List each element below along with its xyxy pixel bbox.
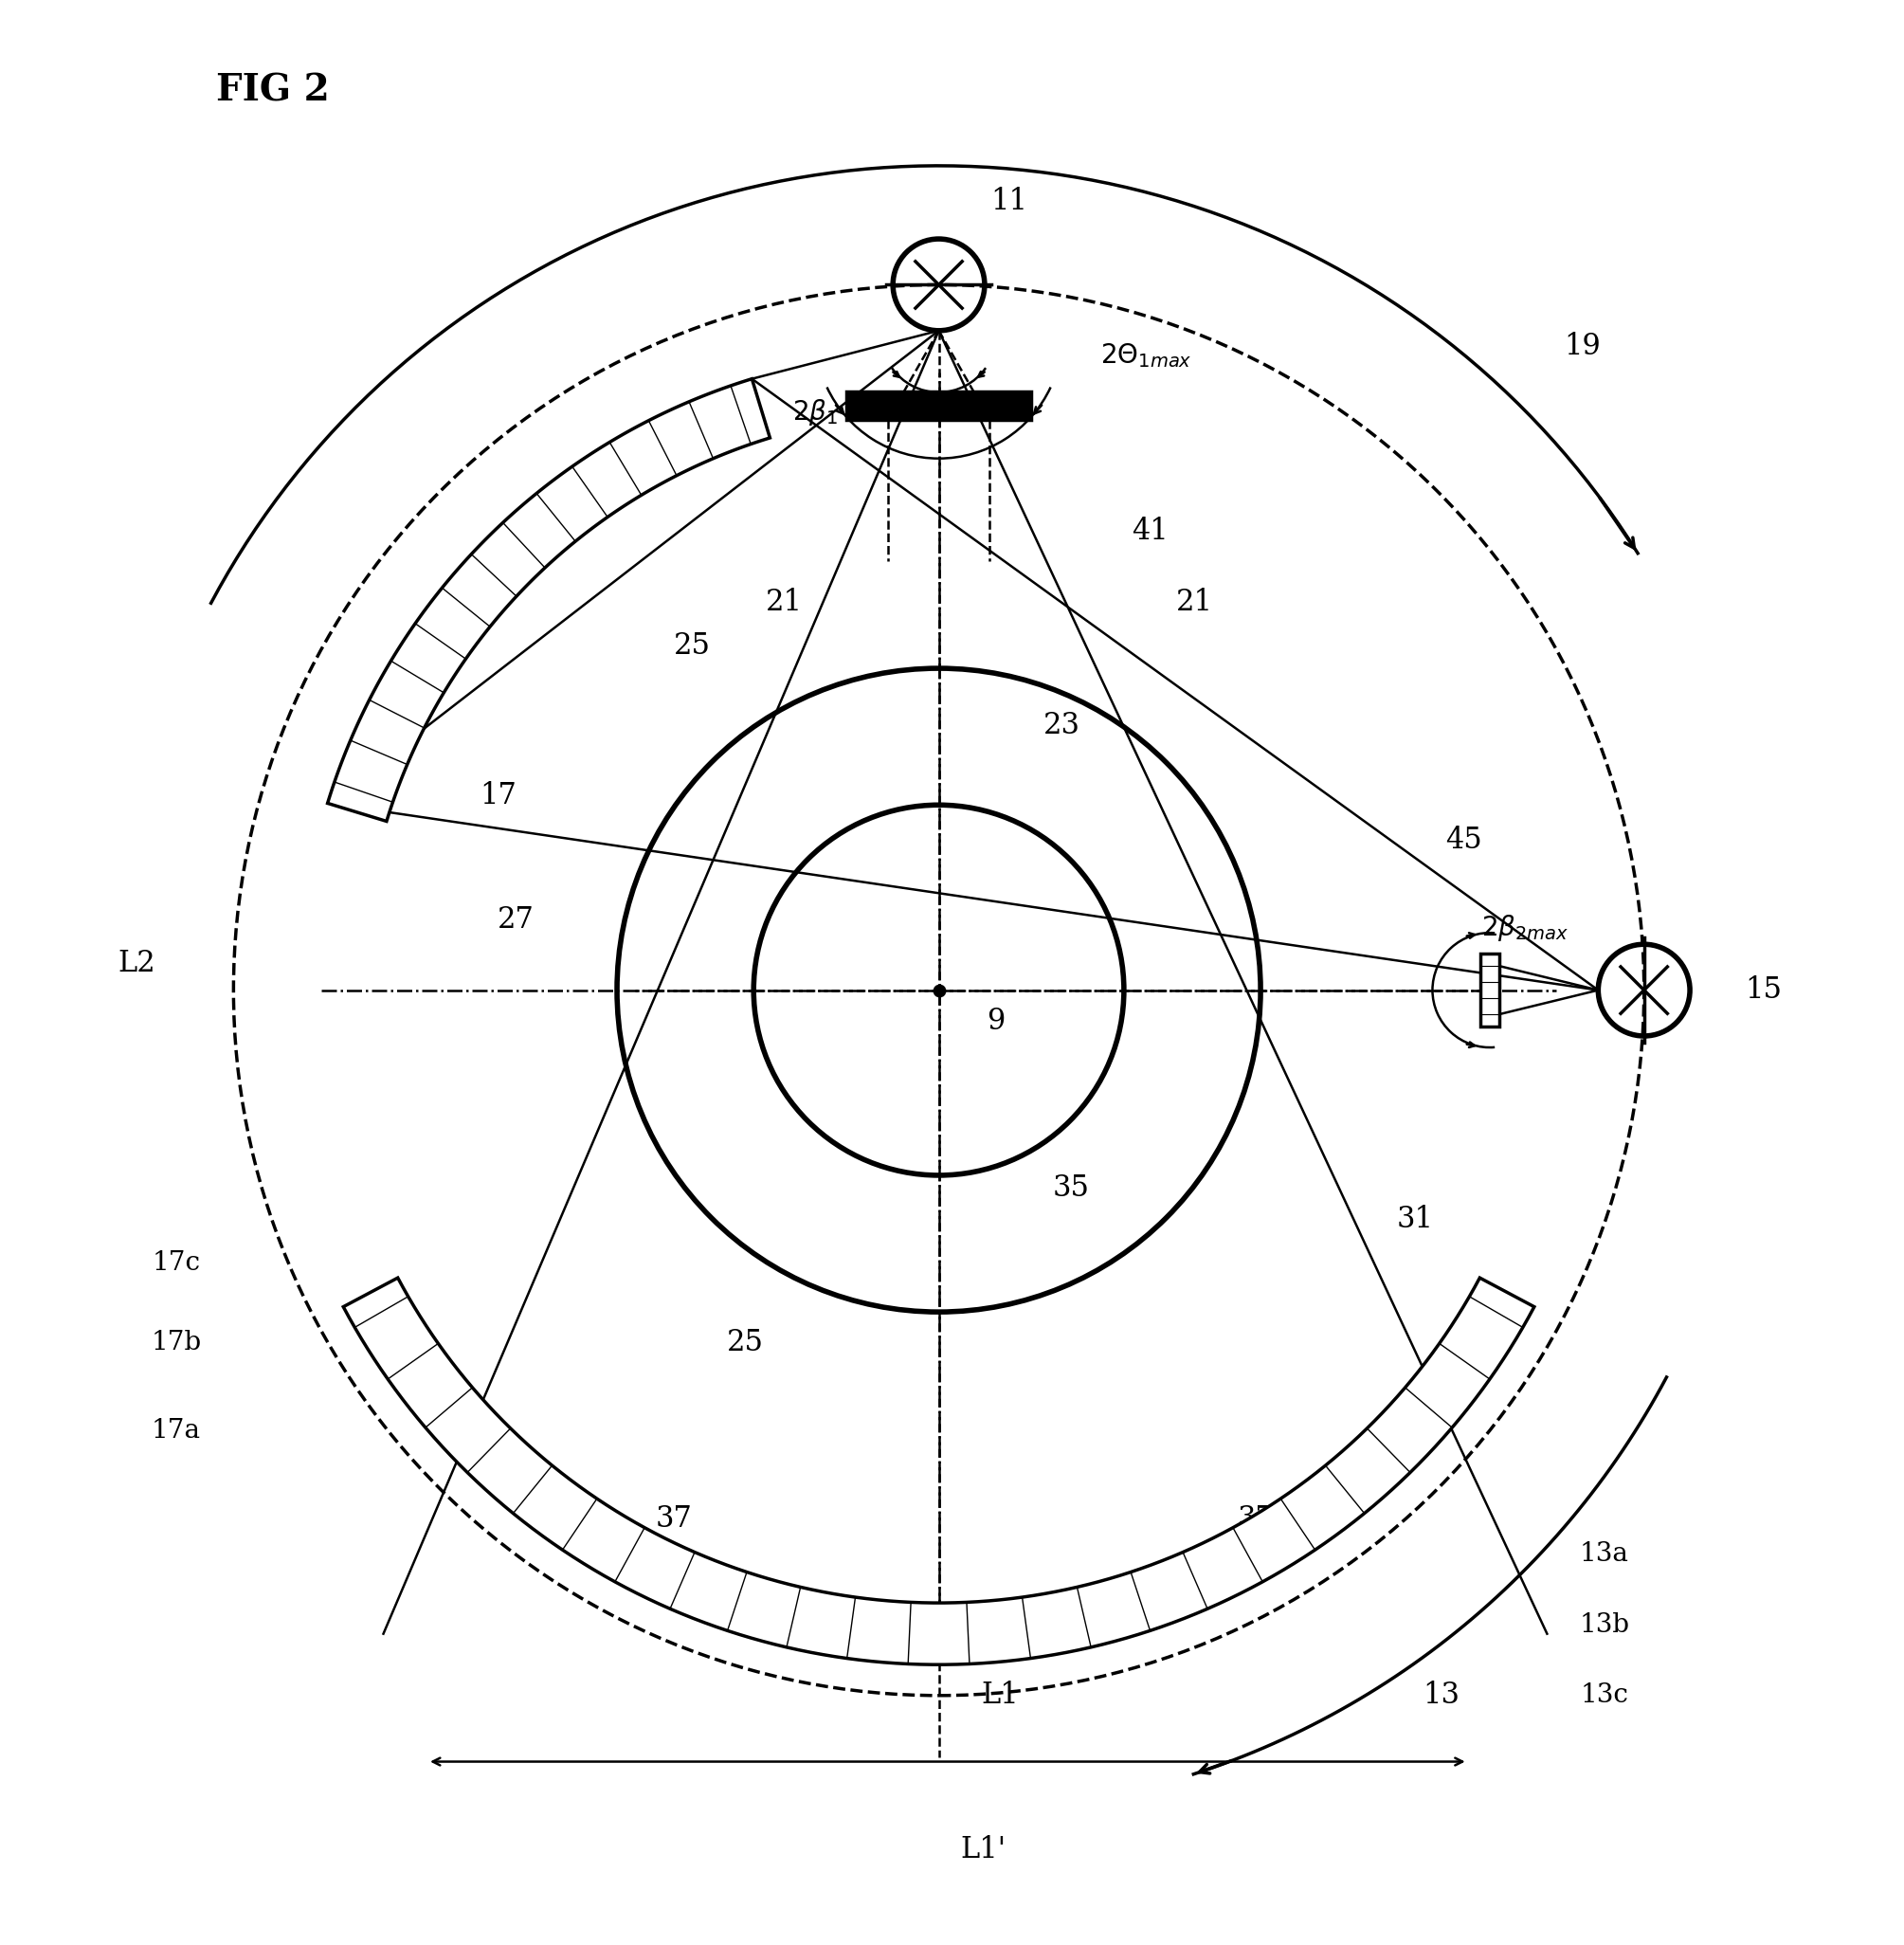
- Text: 13: 13: [1422, 1680, 1460, 1710]
- Text: 31: 31: [1396, 1204, 1434, 1233]
- Bar: [845, 391, 1032, 420]
- Text: 15: 15: [1744, 976, 1782, 1006]
- Text: 9: 9: [986, 1006, 1005, 1035]
- Text: 17a: 17a: [152, 1418, 200, 1443]
- Text: 37: 37: [655, 1505, 693, 1535]
- Text: $2\beta_{2max}$: $2\beta_{2max}$: [1481, 914, 1569, 943]
- Text: $2\beta_1$: $2\beta_1$: [792, 397, 838, 428]
- Text: L2: L2: [118, 949, 156, 978]
- Text: 17b: 17b: [150, 1330, 202, 1356]
- Text: 13c: 13c: [1580, 1682, 1628, 1708]
- Text: 17c: 17c: [152, 1251, 200, 1276]
- Text: 37: 37: [1238, 1505, 1274, 1535]
- Bar: [1479, 953, 1500, 1027]
- Text: 19: 19: [1563, 333, 1601, 362]
- Text: L1': L1': [960, 1834, 1005, 1865]
- Text: 41: 41: [1133, 517, 1169, 547]
- Text: $2\Theta_{1max}$: $2\Theta_{1max}$: [1101, 340, 1192, 370]
- Text: 21: 21: [1177, 587, 1213, 617]
- Text: 25: 25: [674, 632, 710, 661]
- Text: 13a: 13a: [1580, 1542, 1630, 1568]
- Text: 23: 23: [1043, 712, 1081, 741]
- Text: 17: 17: [480, 782, 516, 811]
- Text: FIG 2: FIG 2: [215, 72, 329, 109]
- Text: 11: 11: [990, 187, 1028, 216]
- Text: 21: 21: [765, 587, 803, 617]
- Text: 35: 35: [1053, 1175, 1089, 1204]
- Text: 27: 27: [497, 904, 533, 934]
- Text: L1: L1: [982, 1680, 1019, 1710]
- Polygon shape: [327, 379, 769, 821]
- Text: 25: 25: [725, 1328, 764, 1358]
- Text: 13b: 13b: [1578, 1612, 1630, 1638]
- Text: 45: 45: [1445, 825, 1481, 856]
- Polygon shape: [343, 1278, 1535, 1665]
